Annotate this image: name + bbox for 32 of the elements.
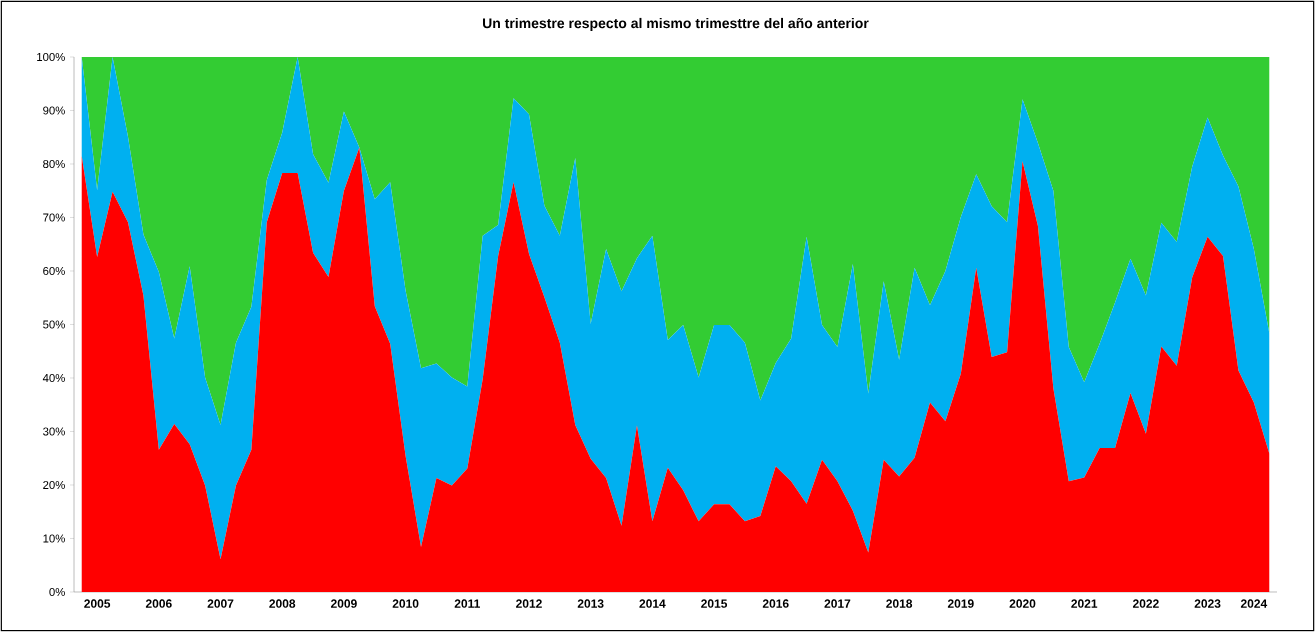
y-tick-label: 20% [43, 480, 65, 489]
x-tick-label: 2007 [207, 599, 234, 608]
x-tick-label: 2022 [1132, 599, 1159, 608]
y-tick-label: 30% [43, 427, 65, 436]
chart-title: Un trimestre respecto al mismo trimesttre del año anterior [483, 17, 869, 31]
x-tick-label: 2013 [577, 599, 604, 608]
x-tick-label: 2012 [516, 599, 542, 608]
y-tick-label: 80% [43, 159, 65, 168]
y-tick-label: 10% [43, 534, 65, 543]
x-tick-label: 2020 [1009, 599, 1036, 608]
y-tick-label: 50% [43, 320, 65, 329]
x-tick-label: 2019 [947, 599, 974, 608]
x-tick-label: 2011 [454, 599, 480, 608]
y-tick-label: 40% [42, 373, 65, 382]
x-tick-label: 2023 [1194, 599, 1221, 608]
y-tick-label: 70% [43, 213, 65, 222]
x-tick-label: 2009 [330, 599, 357, 608]
x-tick-label: 2010 [392, 599, 419, 608]
y-tick-label: 60% [43, 266, 65, 275]
x-tick-label: 2005 [84, 599, 111, 608]
x-tick-label: 2014 [639, 599, 666, 608]
x-tick-label: 2016 [762, 599, 789, 608]
x-tick-label: 2021 [1071, 599, 1098, 608]
x-tick-label: 2015 [701, 599, 728, 608]
y-tick-label: 0% [49, 587, 65, 596]
y-tick-label: 100% [37, 52, 65, 61]
x-tick-label: 2017 [824, 599, 851, 608]
x-tick-label: 2018 [886, 599, 913, 608]
y-tick-label: 90% [43, 106, 65, 115]
x-tick-label: 2008 [269, 599, 296, 608]
x-tick-label: 2024 [1240, 599, 1268, 608]
x-tick-label: 2006 [145, 599, 172, 608]
